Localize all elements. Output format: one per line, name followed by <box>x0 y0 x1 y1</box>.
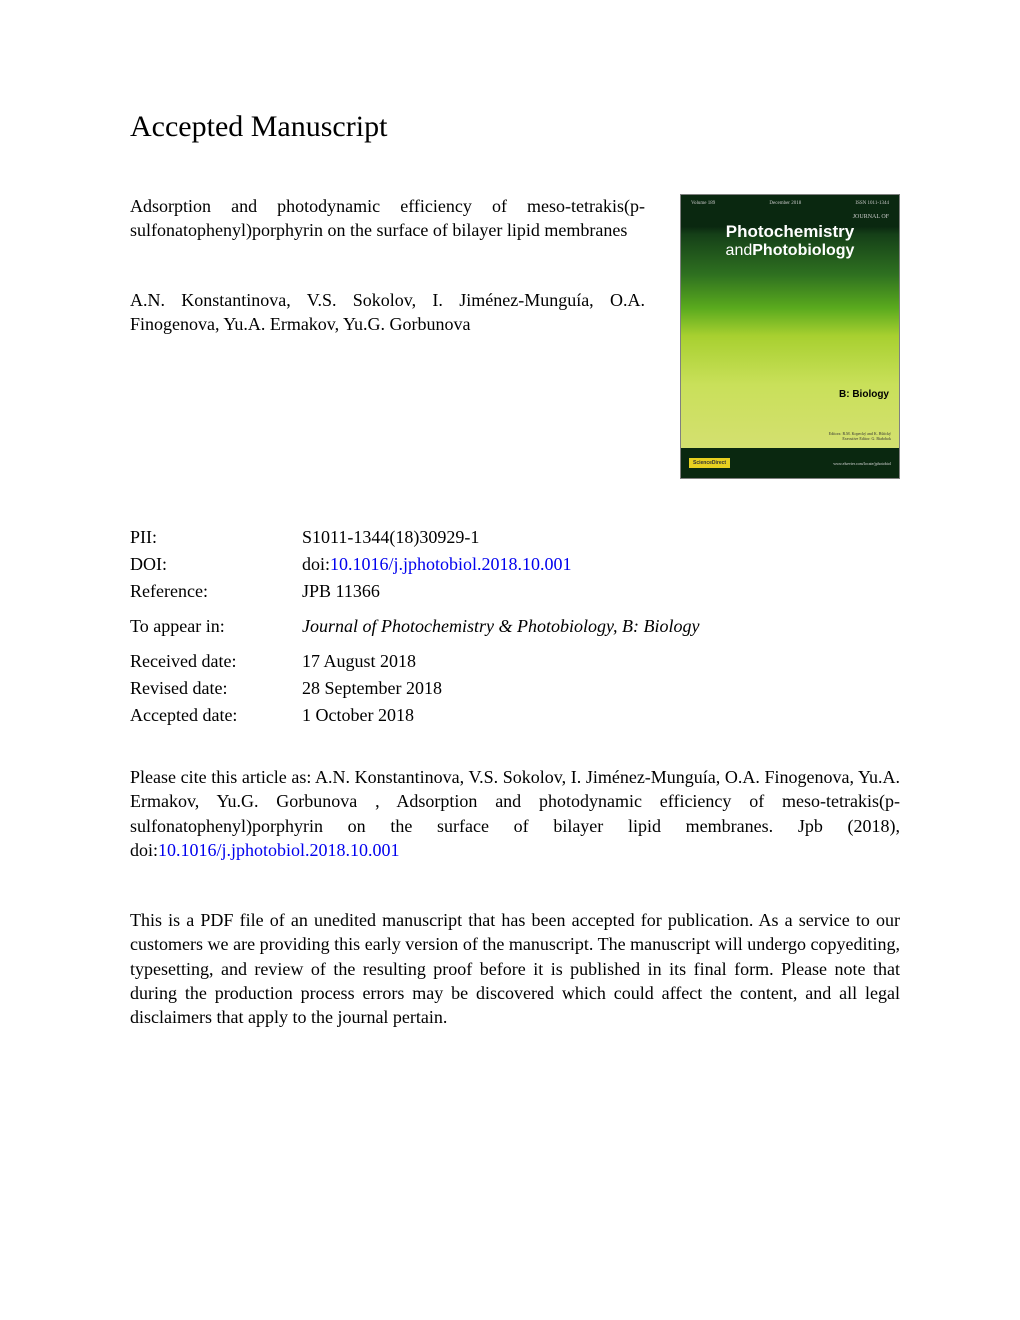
journal-cover: Volume 189 December 2018 ISSN 1011-1344 … <box>680 194 900 479</box>
cover-volume: Volume 189 <box>691 201 715 206</box>
doi-value: doi:10.1016/j.jphotobiol.2018.10.001 <box>302 551 900 578</box>
article-title: Adsorption and photodynamic efficiency o… <box>130 194 645 243</box>
citation-block: Please cite this article as: A.N. Konsta… <box>130 765 900 862</box>
accepted-value: 1 October 2018 <box>302 702 900 729</box>
disclaimer-text: This is a PDF file of an unedited manusc… <box>130 908 900 1029</box>
metadata-table: PII: S1011-1344(18)30929-1 DOI: doi:10.1… <box>130 524 900 729</box>
appear-value: Journal of Photochemistry & Photobiology… <box>302 613 900 640</box>
cover-issn: ISSN 1011-1344 <box>855 201 889 206</box>
cover-journal-of: JOURNAL OF <box>691 214 889 220</box>
accepted-label: Accepted date: <box>130 702 302 729</box>
pii-label: PII: <box>130 524 302 551</box>
reference-value: JPB 11366 <box>302 578 900 605</box>
authors-list: A.N. Konstantinova, V.S. Sokolov, I. Jim… <box>130 288 645 337</box>
revised-label: Revised date: <box>130 675 302 702</box>
sciencedirect-badge: ScienceDirect <box>689 458 730 468</box>
cover-section-biology: B: Biology <box>839 389 889 400</box>
cover-name-photochemistry: Photochemistry <box>691 222 889 242</box>
cover-url: www.elsevier.com/locate/jphotobiol <box>833 461 891 466</box>
doi-link[interactable]: 10.1016/j.jphotobiol.2018.10.001 <box>330 554 572 574</box>
citation-doi-link[interactable]: 10.1016/j.jphotobiol.2018.10.001 <box>158 840 400 860</box>
accepted-manuscript-heading: Accepted Manuscript <box>130 110 900 144</box>
pii-value: S1011-1344(18)30929-1 <box>302 524 900 551</box>
reference-label: Reference: <box>130 578 302 605</box>
doi-label: DOI: <box>130 551 302 578</box>
appear-label: To appear in: <box>130 613 302 640</box>
cover-date: December 2018 <box>769 201 801 206</box>
received-value: 17 August 2018 <box>302 648 900 675</box>
revised-value: 28 September 2018 <box>302 675 900 702</box>
cover-editors: Editors: R.M. Kopecký and K. Bštícký Exe… <box>829 432 891 442</box>
received-label: Received date: <box>130 648 302 675</box>
cover-name-photobiology: andPhotobiology <box>691 242 889 260</box>
